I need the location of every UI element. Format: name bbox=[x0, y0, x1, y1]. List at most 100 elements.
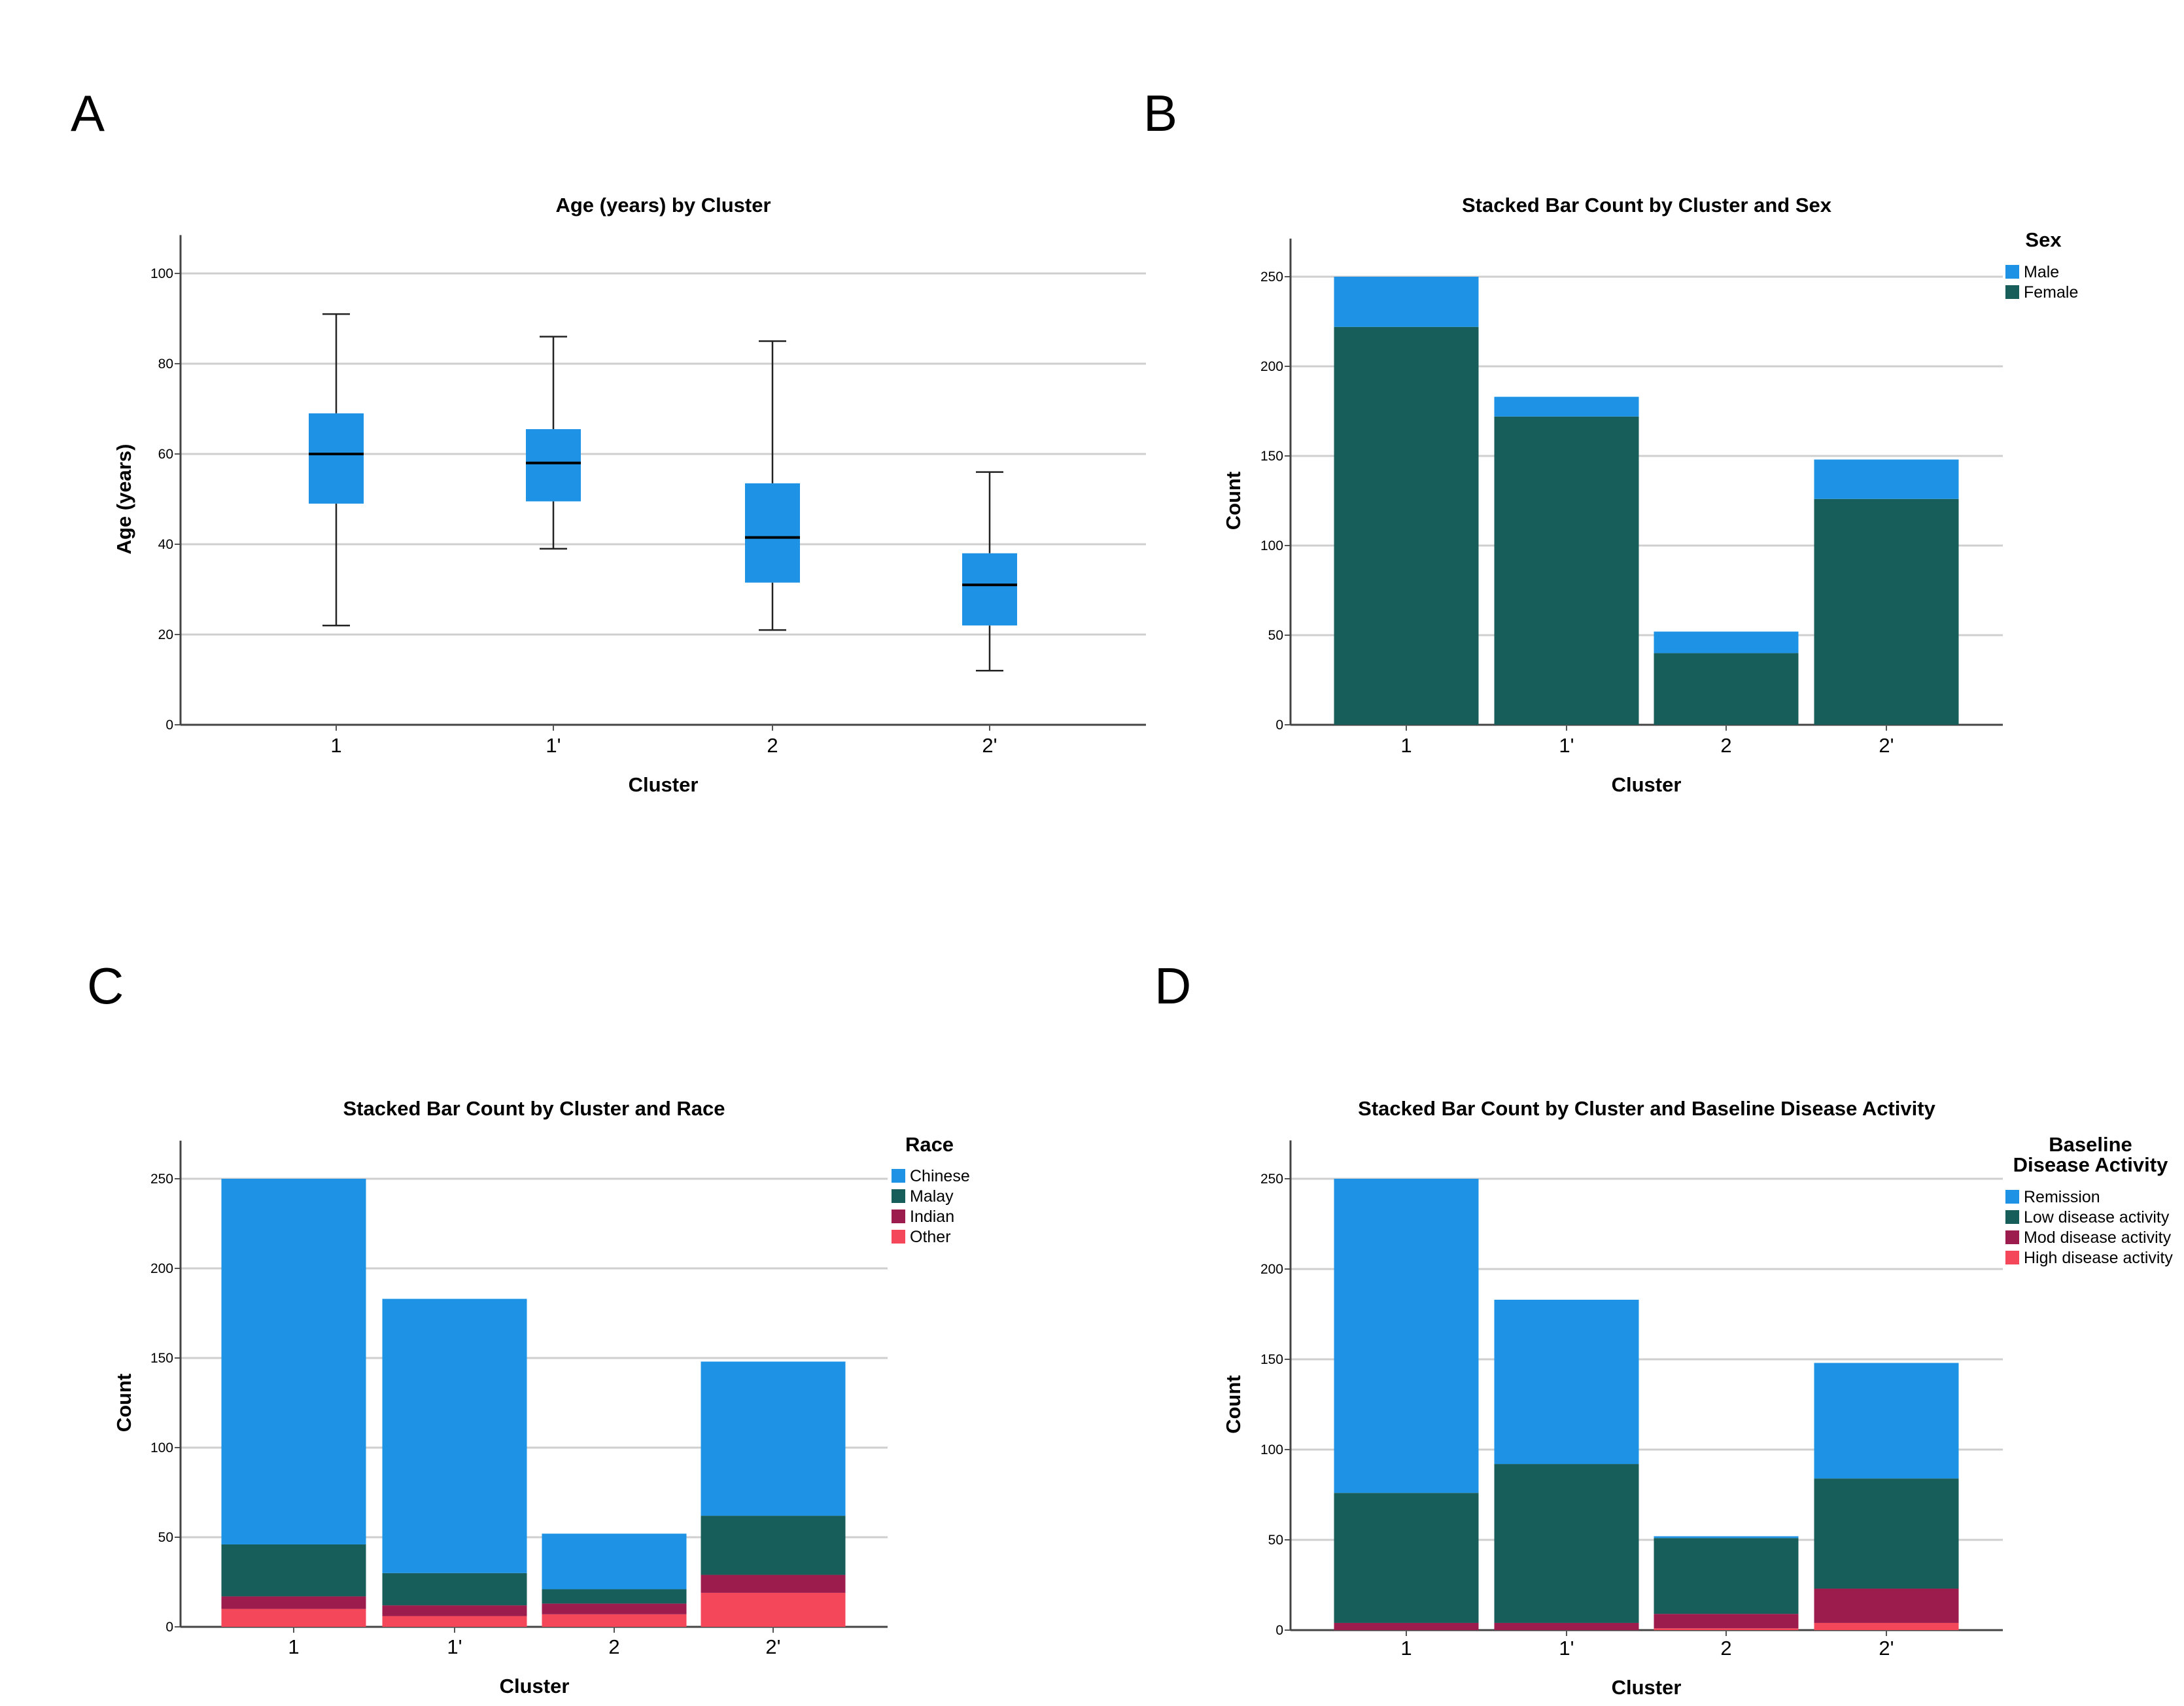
x-tick-label-c: 1 bbox=[288, 1635, 299, 1658]
y-tick-label-b: 100 bbox=[1260, 538, 1283, 553]
y-tick-label-d: 100 bbox=[1260, 1442, 1283, 1457]
bar-segment-c-indian bbox=[382, 1605, 527, 1616]
y-tick-label-b: 50 bbox=[1268, 628, 1283, 643]
bar-segment-c-indian bbox=[542, 1603, 687, 1614]
bar-segment-b-male bbox=[1334, 277, 1479, 327]
bar-segment-c-malay bbox=[701, 1516, 846, 1575]
x-tick-label-b: 1 bbox=[1400, 734, 1412, 757]
y-tick-label-d: 0 bbox=[1275, 1623, 1283, 1638]
y-tick-label-a: 80 bbox=[158, 357, 173, 372]
chart-title-b: Stacked Bar Count by Cluster and Sex bbox=[1462, 194, 1832, 217]
y-tick-label-d: 250 bbox=[1260, 1172, 1283, 1187]
legend-label-b: Female bbox=[2024, 283, 2078, 302]
bar-segment-d-mod-disease-activity bbox=[1494, 1622, 1639, 1630]
x-tick-label-a: 1 bbox=[330, 734, 341, 757]
x-tick-label-d: 1' bbox=[1559, 1637, 1574, 1660]
bar-segment-d-remission bbox=[1494, 1299, 1639, 1465]
y-tick-label-d: 200 bbox=[1260, 1262, 1283, 1277]
bar-segment-c-other bbox=[221, 1609, 366, 1627]
legend-title-b: Sex bbox=[2025, 228, 2062, 251]
legend-label-b: Male bbox=[2024, 263, 2059, 281]
legend-label-d: High disease activity bbox=[2024, 1249, 2173, 1267]
y-tick-label-c: 100 bbox=[150, 1440, 173, 1455]
bar-segment-c-other bbox=[382, 1616, 527, 1627]
box-iqr bbox=[309, 413, 364, 504]
x-axis-label-b: Cluster bbox=[1612, 773, 1682, 796]
y-tick-label-b: 250 bbox=[1260, 270, 1283, 285]
bar-segment-c-malay bbox=[221, 1544, 366, 1597]
x-tick-label-d: 2 bbox=[1720, 1637, 1731, 1660]
y-tick-label-b: 200 bbox=[1260, 359, 1283, 374]
legend-title-c: Race bbox=[905, 1133, 954, 1156]
bar-segment-c-indian bbox=[701, 1575, 846, 1593]
y-tick-label-c: 200 bbox=[150, 1261, 173, 1276]
y-axis-label-c: Count bbox=[113, 1374, 135, 1433]
legend-swatch-b bbox=[2005, 285, 2019, 299]
legend-b: Sex Male Female bbox=[2005, 228, 2078, 302]
box-a-1 bbox=[309, 313, 364, 627]
y-tick-label-c: 0 bbox=[165, 1620, 173, 1635]
legend-swatch-d bbox=[2005, 1230, 2019, 1244]
bar-segment-c-malay bbox=[382, 1573, 527, 1606]
x-tick-label-a: 2 bbox=[767, 734, 778, 757]
box-iqr bbox=[526, 429, 581, 502]
y-axis-label-d: Count bbox=[1222, 1375, 1245, 1434]
box-a-4 bbox=[962, 471, 1017, 672]
y-tick-label-b: 150 bbox=[1260, 449, 1283, 464]
panel-label-d: D bbox=[1154, 957, 1192, 1015]
legend-swatch-d bbox=[2005, 1190, 2019, 1204]
legend-label-d: Mod disease activity bbox=[2024, 1228, 2172, 1247]
bar-segment-d-mod-disease-activity bbox=[1334, 1622, 1479, 1630]
bar-segment-b-male bbox=[1494, 396, 1639, 417]
chart-title-a: Age (years) by Cluster bbox=[555, 194, 771, 217]
y-axis-label-b: Count bbox=[1222, 472, 1245, 531]
y-tick-label-c: 250 bbox=[150, 1172, 173, 1187]
box-a-2 bbox=[526, 336, 581, 550]
bar-segment-d-remission bbox=[1334, 1179, 1479, 1493]
bar-segment-d-mod-disease-activity bbox=[1814, 1588, 1959, 1623]
bar-segment-c-chinese bbox=[382, 1298, 527, 1573]
y-tick-label-c: 150 bbox=[150, 1351, 173, 1366]
chart-title-d: Stacked Bar Count by Cluster and Baselin… bbox=[1358, 1097, 1935, 1120]
x-tick-label-d: 2' bbox=[1879, 1637, 1894, 1660]
y-tick-label-a: 60 bbox=[158, 447, 173, 462]
bar-segment-d-low-disease-activity bbox=[1494, 1464, 1639, 1623]
x-axis-label-d: Cluster bbox=[1612, 1676, 1682, 1699]
y-tick-label-a: 100 bbox=[150, 266, 173, 281]
bar-segment-d-remission bbox=[1654, 1536, 1799, 1539]
bar-segment-c-chinese bbox=[542, 1533, 687, 1590]
y-tick-label-a: 0 bbox=[165, 718, 173, 733]
legend-swatch-c bbox=[892, 1189, 905, 1203]
legend-swatch-c bbox=[892, 1169, 905, 1183]
bar-segment-d-remission bbox=[1814, 1363, 1959, 1479]
x-tick-label-a: 1' bbox=[546, 734, 561, 757]
box-a-3 bbox=[745, 340, 800, 631]
legend-label-d: Low disease activity bbox=[2024, 1208, 2170, 1227]
bar-segment-d-high-disease-activity bbox=[1654, 1628, 1799, 1630]
bar-segment-d-mod-disease-activity bbox=[1654, 1614, 1799, 1629]
legend-label-c: Chinese bbox=[910, 1167, 970, 1185]
bar-segment-c-chinese bbox=[701, 1361, 846, 1516]
legend-label-c: Malay bbox=[910, 1187, 954, 1206]
bar-segment-d-low-disease-activity bbox=[1334, 1493, 1479, 1623]
x-tick-label-c: 2 bbox=[608, 1635, 619, 1658]
box-iqr bbox=[745, 483, 800, 583]
bar-segment-d-high-disease-activity bbox=[1814, 1622, 1959, 1630]
legend-swatch-d bbox=[2005, 1210, 2019, 1224]
y-tick-label-c: 50 bbox=[158, 1530, 173, 1545]
y-tick-label-a: 20 bbox=[158, 627, 173, 642]
panel-label-c: C bbox=[87, 957, 124, 1015]
bar-segment-b-male bbox=[1814, 459, 1959, 499]
panel-label-a: A bbox=[71, 84, 105, 142]
legend-label-d: Remission bbox=[2024, 1188, 2100, 1206]
chart-title-c: Stacked Bar Count by Cluster and Race bbox=[343, 1097, 725, 1120]
bar-segment-c-other bbox=[542, 1614, 687, 1627]
chart-a: Age (years) by Cluster 0 20 40 60 80 100 1 1' 2 2'… bbox=[113, 194, 1146, 796]
x-tick-label-d: 1 bbox=[1400, 1637, 1412, 1660]
bar-segment-c-malay bbox=[542, 1589, 687, 1604]
bar-segment-c-other bbox=[701, 1592, 846, 1627]
x-axis-label-a: Cluster bbox=[629, 773, 699, 796]
box-iqr bbox=[962, 553, 1017, 626]
